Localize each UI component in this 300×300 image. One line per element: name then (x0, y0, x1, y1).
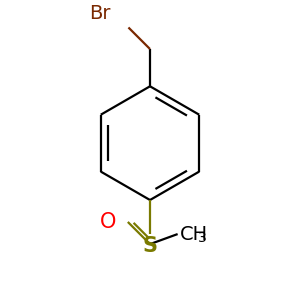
Text: S: S (142, 236, 158, 256)
Text: 3: 3 (198, 231, 207, 245)
Text: O: O (100, 212, 116, 232)
Text: Br: Br (89, 4, 111, 22)
Text: CH: CH (180, 225, 208, 244)
